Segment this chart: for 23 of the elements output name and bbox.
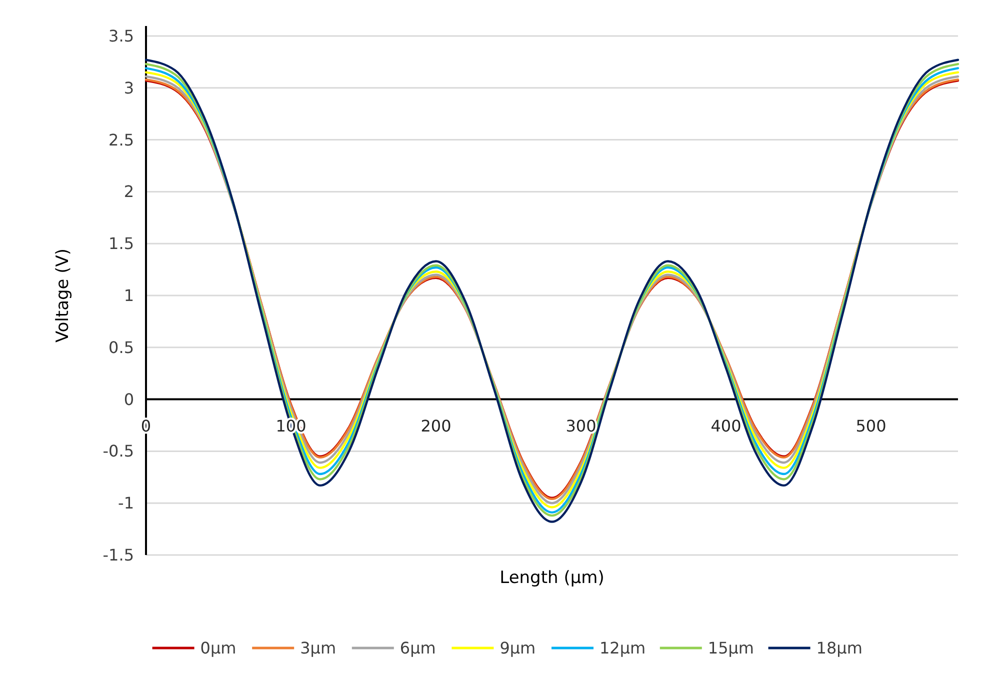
y-tick-label: -0.5 <box>102 442 134 461</box>
y-axis-title: Voltage (V) <box>53 248 73 343</box>
y-tick-label: -1.5 <box>102 546 134 564</box>
x-tick-label: 400 <box>710 416 742 436</box>
legend-label: 12µm <box>600 638 646 658</box>
y-tick-label: 2 <box>124 182 134 202</box>
legend-label: 15µm <box>708 638 754 658</box>
y-tick-label: 3 <box>124 78 134 98</box>
legend-label: 9µm <box>500 638 536 658</box>
x-tick-label: 500 <box>856 416 886 436</box>
legend-label: 6µm <box>400 638 436 658</box>
y-tick-label: -1 <box>118 494 134 513</box>
legend-label: 18µm <box>816 638 862 658</box>
x-tick-label: 200 <box>420 416 452 436</box>
y-tick-label: 2.5 <box>108 130 134 150</box>
legend-label: 3µm <box>300 638 336 658</box>
y-tick-label: 0 <box>124 390 134 409</box>
y-tick-label: 1.5 <box>108 234 134 254</box>
y-tick-label: 1 <box>124 286 134 305</box>
y-tick-label: 0.5 <box>108 338 134 357</box>
y-tick-label: 3.5 <box>108 26 134 46</box>
legend-label: 0µm <box>200 638 236 658</box>
x-axis-title: Length (µm) <box>500 568 604 588</box>
